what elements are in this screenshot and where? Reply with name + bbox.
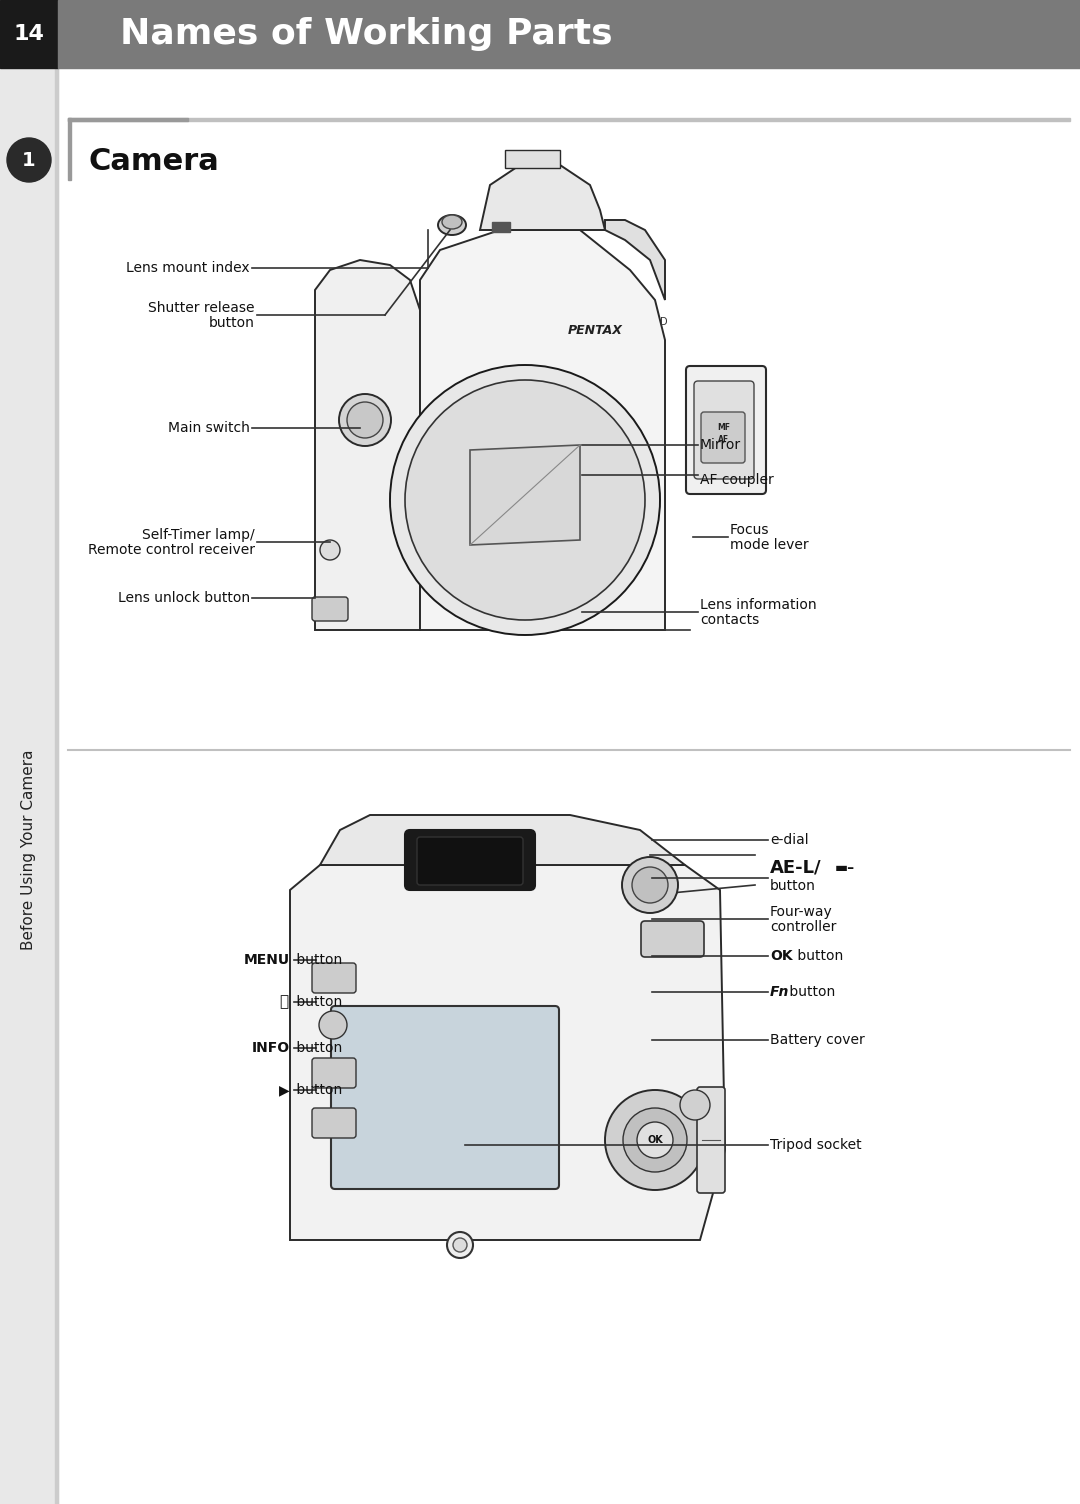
Circle shape — [632, 866, 669, 902]
Polygon shape — [480, 165, 605, 230]
Polygon shape — [315, 260, 420, 630]
Text: OK: OK — [770, 949, 793, 963]
FancyBboxPatch shape — [312, 963, 356, 993]
Text: Mirror: Mirror — [700, 438, 741, 453]
Polygon shape — [470, 445, 580, 544]
Polygon shape — [291, 865, 725, 1239]
Text: Battery cover: Battery cover — [770, 1033, 865, 1047]
FancyBboxPatch shape — [312, 1057, 356, 1087]
Circle shape — [417, 393, 633, 608]
Ellipse shape — [347, 402, 383, 438]
Text: button: button — [292, 1083, 342, 1096]
FancyBboxPatch shape — [330, 1006, 559, 1190]
Text: Tripod socket: Tripod socket — [770, 1139, 862, 1152]
Circle shape — [453, 1238, 467, 1251]
Text: button: button — [292, 996, 342, 1009]
Text: 14: 14 — [14, 24, 44, 44]
Text: INFO: INFO — [252, 1041, 291, 1054]
Circle shape — [488, 614, 498, 623]
Text: AF: AF — [718, 436, 730, 445]
Bar — [505, 150, 561, 168]
Ellipse shape — [442, 215, 462, 229]
Circle shape — [519, 614, 530, 623]
Text: OK: OK — [647, 1136, 663, 1145]
Text: contacts: contacts — [700, 614, 759, 627]
Text: AE-L/: AE-L/ — [770, 859, 822, 877]
Text: Focus: Focus — [730, 523, 769, 537]
FancyBboxPatch shape — [697, 1087, 725, 1193]
Text: ▬–: ▬– — [835, 860, 855, 875]
Text: ▶: ▶ — [280, 1083, 291, 1096]
Text: Names of Working Parts: Names of Working Parts — [120, 17, 612, 51]
Bar — [0, 68, 58, 1504]
Text: Shutter release: Shutter release — [149, 301, 255, 314]
FancyBboxPatch shape — [701, 412, 745, 463]
Text: button: button — [210, 316, 255, 329]
Text: Self-Timer lamp/: Self-Timer lamp/ — [143, 528, 255, 541]
Circle shape — [637, 1122, 673, 1158]
Circle shape — [568, 614, 578, 623]
Bar — [492, 223, 510, 232]
Circle shape — [6, 138, 51, 182]
Polygon shape — [420, 230, 665, 630]
Text: Camera: Camera — [87, 147, 219, 176]
Text: Lens mount index: Lens mount index — [126, 262, 249, 275]
Text: Lens information: Lens information — [700, 599, 816, 612]
FancyBboxPatch shape — [405, 830, 535, 890]
Circle shape — [320, 540, 340, 559]
Ellipse shape — [438, 215, 465, 235]
Text: Remote control receiver: Remote control receiver — [87, 543, 255, 556]
FancyBboxPatch shape — [694, 381, 754, 478]
Text: button: button — [292, 954, 342, 967]
Text: AF coupler: AF coupler — [700, 472, 773, 487]
Text: ⓘ: ⓘ — [279, 994, 288, 1009]
Bar — [58, 0, 1080, 68]
Circle shape — [472, 614, 482, 623]
Bar — [0, 0, 58, 68]
Circle shape — [390, 365, 660, 635]
Bar — [68, 117, 188, 120]
Text: Four-way: Four-way — [770, 905, 833, 919]
Text: Before Using Your Camera: Before Using Your Camera — [22, 750, 37, 951]
FancyBboxPatch shape — [417, 838, 523, 884]
Bar — [68, 117, 71, 180]
FancyBboxPatch shape — [312, 597, 348, 621]
Circle shape — [504, 614, 514, 623]
Circle shape — [552, 614, 562, 623]
Text: Lens unlock button: Lens unlock button — [118, 591, 249, 605]
FancyBboxPatch shape — [686, 365, 766, 493]
Text: button: button — [770, 878, 815, 893]
Bar — [55, 68, 58, 1504]
FancyBboxPatch shape — [642, 920, 704, 957]
Bar — [68, 117, 1070, 120]
Circle shape — [447, 1232, 473, 1257]
Text: button: button — [292, 1041, 342, 1054]
Ellipse shape — [339, 394, 391, 447]
Text: D: D — [660, 317, 667, 326]
Circle shape — [536, 614, 546, 623]
Text: e-dial: e-dial — [770, 833, 809, 847]
Text: PENTAX: PENTAX — [568, 323, 622, 337]
Circle shape — [622, 857, 678, 913]
Text: 1: 1 — [23, 150, 36, 170]
Text: controller: controller — [770, 920, 836, 934]
Polygon shape — [605, 220, 665, 299]
Circle shape — [623, 1108, 687, 1172]
Text: button: button — [785, 985, 835, 999]
Circle shape — [440, 415, 610, 585]
Text: button: button — [793, 949, 843, 963]
Text: Main switch: Main switch — [168, 421, 249, 435]
Circle shape — [319, 1011, 347, 1039]
Text: mode lever: mode lever — [730, 538, 809, 552]
Text: MENU: MENU — [244, 954, 291, 967]
Text: Fn: Fn — [770, 985, 789, 999]
Polygon shape — [320, 815, 685, 865]
Circle shape — [405, 381, 645, 620]
FancyBboxPatch shape — [312, 1108, 356, 1139]
Circle shape — [680, 1090, 710, 1120]
Circle shape — [605, 1090, 705, 1190]
Text: MF: MF — [717, 424, 730, 433]
